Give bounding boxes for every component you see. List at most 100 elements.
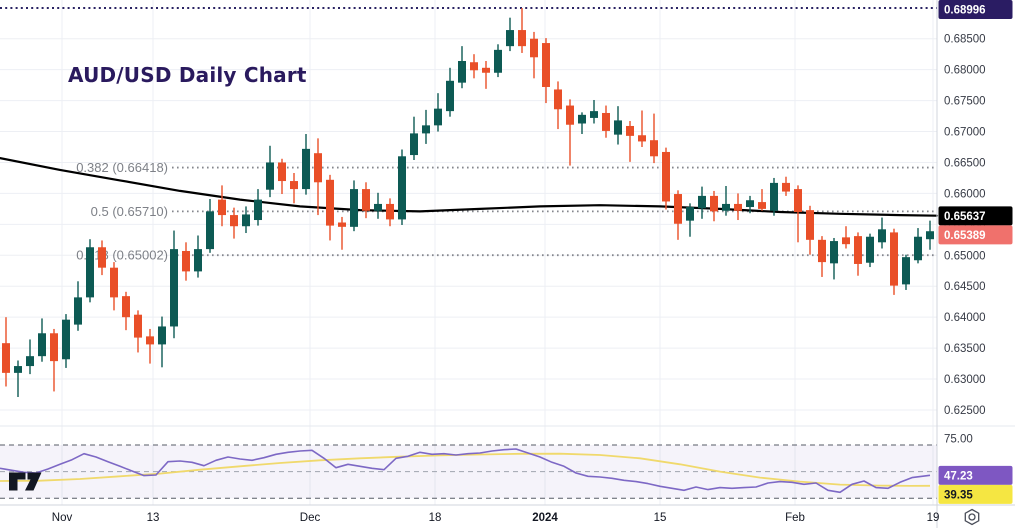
candle-body (806, 210, 814, 240)
candle-body (434, 108, 442, 126)
ma-value-badge: 0.65637 (938, 206, 1013, 226)
rsi-value-badge: 47.23 (938, 465, 1013, 485)
candle-body (782, 182, 790, 192)
candle-body (830, 241, 838, 264)
time-axis[interactable]: Nov 13 Dec 18 2024 15 Feb 19 (52, 512, 940, 524)
candle-body (446, 80, 454, 112)
candle-body (458, 60, 466, 83)
candle-body (866, 236, 874, 263)
price-axis-label: 0.64000 (944, 312, 986, 324)
price-axis-label: 0.66000 (944, 188, 986, 200)
candle-body (50, 333, 58, 362)
candle-body (38, 333, 46, 357)
candle-body (470, 62, 478, 71)
price-axis-label: 0.65000 (944, 250, 986, 262)
candle-body (854, 236, 862, 264)
candle-body (650, 140, 658, 157)
current-price-badge-bg (938, 225, 1013, 245)
price-axis-label: 0.67500 (944, 96, 986, 108)
price-axis-label: 0.68500 (944, 34, 986, 46)
candle-body (662, 151, 670, 202)
price-axis-label: 0.63500 (944, 343, 986, 355)
logo-glyph-v (25, 472, 42, 491)
candle-body (410, 133, 418, 156)
candle-body (566, 105, 574, 125)
price-axis-label: 0.64500 (944, 281, 986, 293)
candle-body (302, 148, 310, 190)
time-axis-label: 2024 (532, 512, 558, 524)
time-axis-label: Feb (785, 512, 805, 524)
candle-body (218, 199, 226, 216)
candle-body (638, 135, 646, 142)
candle-body (86, 247, 94, 298)
high-price-badge-bg (938, 0, 1013, 19)
fib-level-label: 0.5 (0.65710) (91, 204, 168, 219)
candle-body (110, 267, 118, 298)
candle-body (758, 202, 766, 209)
candle-body (554, 89, 562, 110)
candle-body (386, 203, 394, 220)
settings-icon[interactable] (964, 508, 980, 526)
candle-body (482, 67, 490, 73)
current-price-badge-text: 0.65389 (944, 230, 986, 242)
high-price-badge-text: 0.68996 (944, 5, 986, 17)
candle-body (254, 199, 262, 221)
candle-body (578, 114, 586, 124)
candle-body (122, 296, 130, 318)
candle-body (914, 236, 922, 261)
settings-hexagon (964, 508, 980, 526)
time-axis-label: 18 (429, 512, 442, 524)
candle-body (542, 43, 550, 87)
candle-body (338, 222, 346, 227)
tradingview-logo[interactable] (9, 472, 42, 491)
price-axis-label: 0.67000 (944, 127, 986, 139)
high-price-badge: 0.68996 (938, 0, 1013, 19)
candle-body (350, 189, 358, 227)
candle-body (194, 249, 202, 272)
rsi-axis-label: 75.00 (944, 433, 973, 445)
candle-body (98, 247, 106, 268)
rsi-ma-value-badge-text: 39.35 (944, 489, 973, 501)
price-axis[interactable]: 0.68500 0.68000 0.67500 0.67000 0.66500 0.660… (944, 34, 986, 446)
time-axis-label: Nov (52, 512, 73, 524)
logo-glyph-t (9, 472, 26, 491)
candle-body (206, 211, 214, 250)
candle-body (818, 239, 826, 263)
gridlines (0, 0, 937, 505)
time-axis-label: Dec (300, 512, 321, 524)
ma-line (0, 157, 939, 217)
candle-body (170, 249, 178, 327)
candle-body (614, 120, 622, 135)
price-axis-label: 0.63000 (944, 374, 986, 386)
price-axis-label: 0.68000 (944, 65, 986, 77)
rsi-value-badge-bg (938, 465, 1013, 485)
time-axis-label: 13 (147, 512, 160, 524)
candle-body (710, 195, 718, 212)
chart-title: AUD/USD Daily Chart (68, 63, 307, 87)
candle-body (182, 250, 190, 272)
candle-body (878, 229, 886, 243)
candle-body (278, 162, 286, 182)
candle-body (314, 153, 322, 183)
candle-body (146, 336, 154, 345)
candlestick-series[interactable] (2, 8, 934, 398)
candle-body (230, 215, 238, 227)
candle-body (626, 125, 634, 136)
current-price-badge: 0.65389 (938, 225, 1013, 245)
candle-body (326, 179, 334, 226)
rsi-value-badge-text: 47.23 (944, 470, 973, 482)
candle-body (266, 162, 274, 190)
candle-body (494, 49, 502, 73)
candle-body (2, 343, 10, 373)
candle-body (698, 195, 706, 209)
candle-body (842, 237, 850, 245)
candle-body (398, 156, 406, 220)
candle-body (158, 326, 166, 345)
candle-body (74, 297, 82, 325)
candle-body (674, 194, 682, 224)
candle-body (590, 111, 598, 118)
candle-body (602, 112, 610, 131)
